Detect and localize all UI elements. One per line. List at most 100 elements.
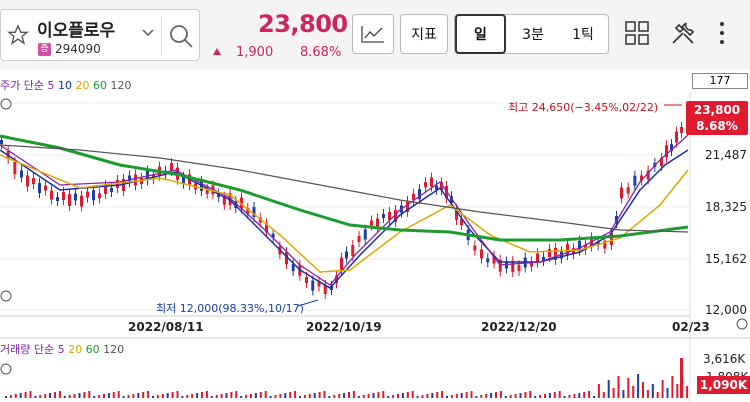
candle-body [323, 285, 327, 294]
volume-bar [308, 394, 311, 398]
period-3min-tab[interactable]: 3분 [522, 27, 544, 43]
candle-body [50, 190, 53, 200]
candle-body [0, 140, 3, 144]
candle-body [450, 196, 453, 204]
search-icon[interactable] [167, 22, 195, 50]
volume-bar [338, 394, 341, 398]
candle-body [20, 170, 23, 178]
chart-type-button[interactable] [352, 14, 394, 54]
volume-bar [377, 392, 380, 398]
candle-body [122, 179, 125, 191]
volume-bar [225, 393, 228, 398]
volume-bar [205, 391, 208, 398]
tools-icon[interactable] [670, 20, 696, 46]
volume-bar [24, 392, 27, 398]
candle-body [56, 197, 59, 201]
volume-bar [529, 391, 532, 398]
current-price-tag: 23,800 8.68% [686, 101, 748, 135]
candle-body [424, 182, 427, 188]
volume-bar [333, 395, 336, 398]
volume-bar [514, 394, 517, 398]
period-tick-tab[interactable]: 1틱 [572, 27, 594, 43]
volume-bar [558, 391, 561, 398]
ma10-line [0, 149, 689, 289]
volume-bar [215, 395, 218, 398]
volume-bar [441, 391, 444, 398]
volume-bar [294, 391, 297, 398]
volume-bar [597, 384, 600, 398]
volume-bar [465, 392, 468, 398]
candle-body [351, 245, 355, 256]
chevron-down-icon[interactable] [141, 28, 155, 38]
candle-body [548, 249, 551, 257]
volume-bar [166, 393, 169, 398]
volume-bar [627, 378, 630, 398]
volume-bar [122, 396, 125, 398]
volume-bar [485, 394, 488, 398]
candle-body [536, 253, 539, 263]
divider [161, 16, 162, 56]
grid-layout-icon[interactable] [624, 20, 650, 46]
volume-bar [264, 391, 267, 398]
candle-body [222, 196, 226, 205]
vol-tick: 3,616K [703, 352, 746, 366]
current-price: 23,800 [258, 10, 348, 38]
candle-body [680, 127, 683, 133]
volume-bar [181, 396, 184, 398]
volume-bar [58, 391, 61, 398]
candle-body [492, 255, 496, 264]
volume-bar [426, 394, 429, 398]
volume-bar [612, 388, 615, 398]
candle-body [311, 280, 315, 291]
volume-tag: 1,090K [697, 376, 750, 394]
candle-body [473, 245, 477, 251]
candle-body [285, 252, 288, 264]
volume-bar [103, 394, 105, 398]
candle-body [271, 233, 275, 238]
volume-bar [78, 393, 81, 398]
volume-bar [446, 396, 448, 398]
legend-ma20: 20 [75, 79, 90, 92]
volume-bar [617, 376, 620, 398]
period-day-tab[interactable]: 일 [455, 14, 506, 54]
candle-body [440, 182, 443, 191]
candle-body [418, 189, 421, 200]
candle-body [480, 249, 483, 259]
candle-body [80, 195, 83, 207]
indicator-button[interactable]: 지표 [400, 14, 448, 54]
volume-bar [524, 392, 527, 398]
candle-body [370, 220, 373, 226]
volume-bar [416, 396, 419, 398]
volume-bar [387, 396, 390, 398]
volume-bar [156, 395, 159, 398]
count-box[interactable]: 177 [692, 73, 748, 89]
volume-bar [642, 382, 644, 398]
candle-body [406, 200, 409, 212]
volume-bar [63, 396, 66, 398]
candle-body [572, 248, 575, 255]
volume-bar [186, 395, 189, 398]
candle-body [305, 277, 308, 283]
candle-body [455, 208, 458, 220]
volume-bar [455, 394, 458, 398]
volume-bar [411, 391, 414, 398]
legend-ma60: 60 [92, 79, 107, 92]
volume-bar [632, 386, 635, 398]
volume-bar [269, 396, 272, 398]
more-icon[interactable] [715, 20, 729, 46]
stock-selector[interactable]: 이오플로우 증 294090 [0, 9, 200, 61]
volume-bar [499, 391, 502, 398]
volume-bar [245, 395, 248, 398]
candle-body [578, 240, 581, 251]
x-tick: 2022/12/20 [481, 320, 557, 334]
zoom-in-icon [0, 98, 12, 110]
candle-body [460, 219, 463, 225]
y-tick: 12,000 [705, 303, 747, 317]
legend-ma10: 10 [57, 79, 72, 92]
volume-legend: 거래량 단순 5 20 60 120 [0, 341, 124, 357]
candle-body [566, 244, 569, 256]
volume-bar [230, 392, 233, 398]
volume-bar [39, 395, 42, 398]
low-annotation: 최저 12,000(98.33%,10/17) [156, 302, 304, 315]
star-icon[interactable] [7, 24, 29, 46]
